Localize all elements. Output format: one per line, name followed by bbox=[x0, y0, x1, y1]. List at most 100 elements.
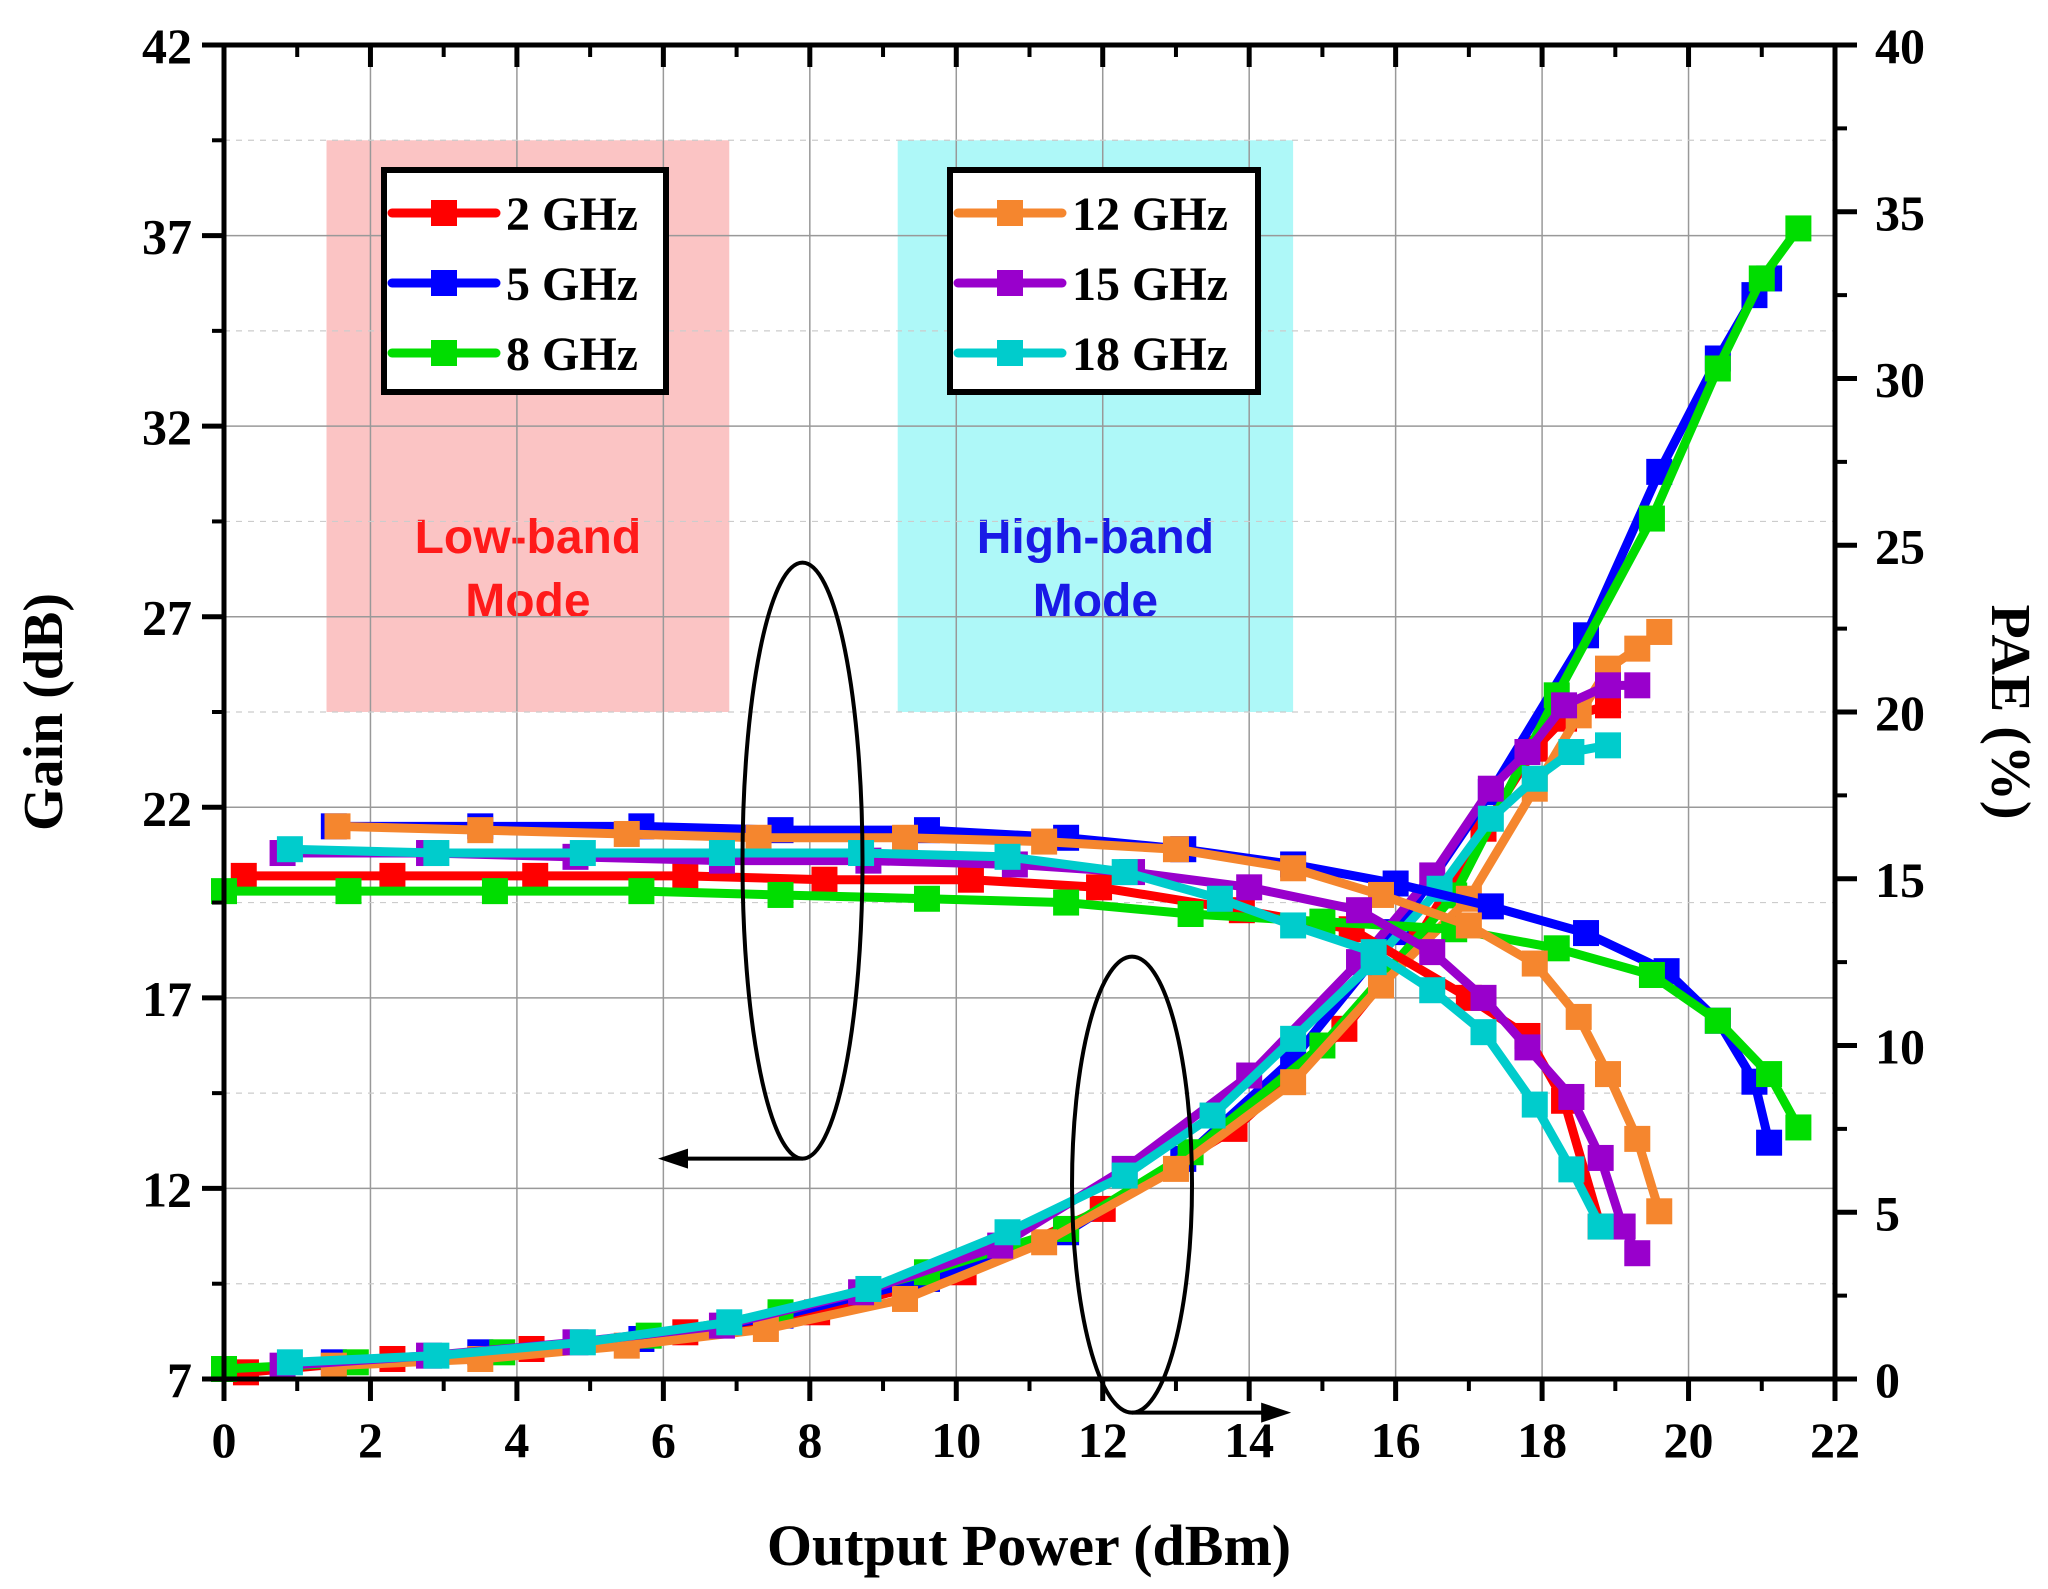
legend-label: 15 GHz bbox=[1072, 258, 1228, 311]
data-point-pae-18-ghz bbox=[569, 1329, 596, 1356]
data-point-gain-8-ghz bbox=[481, 878, 508, 905]
legend-entry: 18 GHz bbox=[953, 328, 1228, 381]
y-tick-label: 22 bbox=[142, 780, 192, 836]
data-point-gain-5-ghz bbox=[1477, 893, 1504, 920]
data-point-gain-18-ghz bbox=[1280, 912, 1307, 939]
data-point-pae-18-ghz bbox=[1594, 732, 1621, 759]
y-tick-label: 12 bbox=[142, 1161, 192, 1217]
data-point-pae-12-ghz bbox=[1280, 1069, 1307, 1096]
data-point-gain-18-ghz bbox=[1419, 977, 1446, 1004]
data-point-gain-15-ghz bbox=[1470, 984, 1497, 1011]
data-point-gain-8-ghz bbox=[1638, 961, 1665, 988]
data-point-gain-12-ghz bbox=[1594, 1061, 1621, 1088]
legend-label: 12 GHz bbox=[1072, 188, 1228, 241]
x-tick-label: 6 bbox=[651, 1412, 676, 1468]
data-point-gain-12-ghz bbox=[745, 824, 772, 851]
data-point-gain-18-ghz bbox=[994, 843, 1021, 870]
data-point-gain-12-ghz bbox=[1367, 881, 1394, 908]
data-point-gain-12-ghz bbox=[324, 813, 351, 840]
legend-entry: 5 GHz bbox=[387, 258, 638, 311]
legend-entry: 2 GHz bbox=[387, 188, 638, 241]
data-point-pae-18-ghz bbox=[1521, 765, 1548, 792]
data-point-gain-2-ghz bbox=[957, 866, 984, 893]
y-tick-label: 17 bbox=[142, 971, 192, 1027]
legend-label: 5 GHz bbox=[506, 258, 638, 311]
legend-entry: 12 GHz bbox=[953, 188, 1228, 241]
legend-marker bbox=[997, 200, 1023, 226]
series-line-gain-15-ghz bbox=[282, 848, 1642, 1256]
y2-tick-label: 25 bbox=[1875, 518, 1925, 574]
y2-tick-label: 40 bbox=[1875, 18, 1925, 74]
data-point-gain-8-ghz bbox=[1756, 1061, 1783, 1088]
data-point-gain-15-ghz bbox=[1236, 874, 1263, 901]
data-point-pae-18-ghz bbox=[276, 1349, 303, 1376]
legend-entry: 15 GHz bbox=[953, 258, 1228, 311]
data-point-gain-15-ghz bbox=[1609, 1213, 1636, 1240]
x-tick-label: 8 bbox=[797, 1412, 822, 1468]
x-tick-label: 10 bbox=[931, 1412, 981, 1468]
data-point-gain-8-ghz bbox=[1053, 889, 1080, 916]
annotation-arrow-head bbox=[658, 1148, 689, 1169]
series-gain-12-ghz bbox=[324, 813, 1673, 1225]
y2-tick-label: 10 bbox=[1875, 1019, 1925, 1075]
mode-label-line1: High-band bbox=[977, 511, 1214, 564]
data-point-gain-2-ghz bbox=[1086, 874, 1113, 901]
mode-label-line2: Mode bbox=[465, 575, 590, 628]
legend-marker bbox=[431, 270, 457, 296]
x-tick-label: 22 bbox=[1810, 1412, 1860, 1468]
data-point-gain-15-ghz bbox=[1624, 1240, 1651, 1267]
legend-marker bbox=[431, 200, 457, 226]
data-point-pae-15-ghz bbox=[1624, 672, 1651, 699]
data-point-gain-12-ghz bbox=[1646, 1198, 1673, 1225]
series-gain-18-ghz bbox=[276, 836, 1614, 1240]
data-point-gain-2-ghz bbox=[522, 862, 549, 889]
data-point-gain-18-ghz bbox=[1521, 1091, 1548, 1118]
y2-tick-label: 5 bbox=[1875, 1185, 1900, 1241]
data-point-gain-15-ghz bbox=[1346, 897, 1373, 924]
data-point-pae-18-ghz bbox=[855, 1275, 882, 1302]
data-point-pae-18-ghz bbox=[1477, 805, 1504, 832]
data-point-gain-5-ghz bbox=[1756, 1129, 1783, 1156]
y2-axis-label: PAE (%) bbox=[1979, 604, 2041, 819]
y-axis-label: Gain (dB) bbox=[13, 593, 75, 831]
y2-tick-label: 0 bbox=[1875, 1352, 1900, 1408]
data-point-pae-18-ghz bbox=[1280, 1025, 1307, 1052]
data-point-gain-18-ghz bbox=[1470, 1019, 1497, 1046]
data-point-gain-18-ghz bbox=[569, 840, 596, 867]
data-point-gain-2-ghz bbox=[811, 866, 838, 893]
y2-tick-label: 15 bbox=[1875, 852, 1925, 908]
data-point-gain-2-ghz bbox=[379, 862, 406, 889]
series-line-pae-15-ghz bbox=[282, 680, 1638, 1371]
y2-tick-label: 30 bbox=[1875, 352, 1925, 408]
data-point-gain-8-ghz bbox=[628, 878, 655, 905]
data-point-gain-12-ghz bbox=[1162, 836, 1189, 863]
y2-tick-label: 20 bbox=[1875, 685, 1925, 741]
data-point-pae-15-ghz bbox=[1594, 672, 1621, 699]
data-point-gain-8-ghz bbox=[1785, 1114, 1812, 1141]
data-point-gain-18-ghz bbox=[1360, 939, 1387, 966]
mode-label-line2: Mode bbox=[1033, 575, 1158, 628]
data-point-gain-15-ghz bbox=[1587, 1144, 1614, 1171]
data-point-pae-12-ghz bbox=[892, 1285, 919, 1312]
data-point-pae-18-ghz bbox=[716, 1309, 743, 1336]
data-point-gain-12-ghz bbox=[892, 824, 919, 851]
data-point-pae-15-ghz bbox=[1551, 692, 1578, 719]
data-point-gain-15-ghz bbox=[1558, 1083, 1585, 1110]
data-point-gain-18-ghz bbox=[1206, 885, 1233, 912]
data-point-gain-5-ghz bbox=[1573, 920, 1600, 947]
legend-marker bbox=[997, 340, 1023, 366]
data-point-pae-12-ghz bbox=[1031, 1229, 1058, 1256]
data-point-gain-18-ghz bbox=[1111, 859, 1138, 886]
x-tick-label: 16 bbox=[1371, 1412, 1421, 1468]
data-point-gain-12-ghz bbox=[467, 817, 494, 844]
data-point-pae-8-ghz bbox=[1785, 215, 1812, 242]
y-tick-label: 27 bbox=[142, 590, 192, 646]
data-point-pae-12-ghz bbox=[1367, 972, 1394, 999]
data-point-pae-12-ghz bbox=[1162, 1155, 1189, 1182]
data-point-gain-12-ghz bbox=[1521, 950, 1548, 977]
legend-marker bbox=[431, 340, 457, 366]
legend-label: 8 GHz bbox=[506, 328, 638, 381]
data-point-pae-15-ghz bbox=[1514, 739, 1541, 766]
legend-1: 2 GHz 5 GHz 8 GHz bbox=[381, 167, 669, 395]
x-tick-label: 4 bbox=[504, 1412, 529, 1468]
